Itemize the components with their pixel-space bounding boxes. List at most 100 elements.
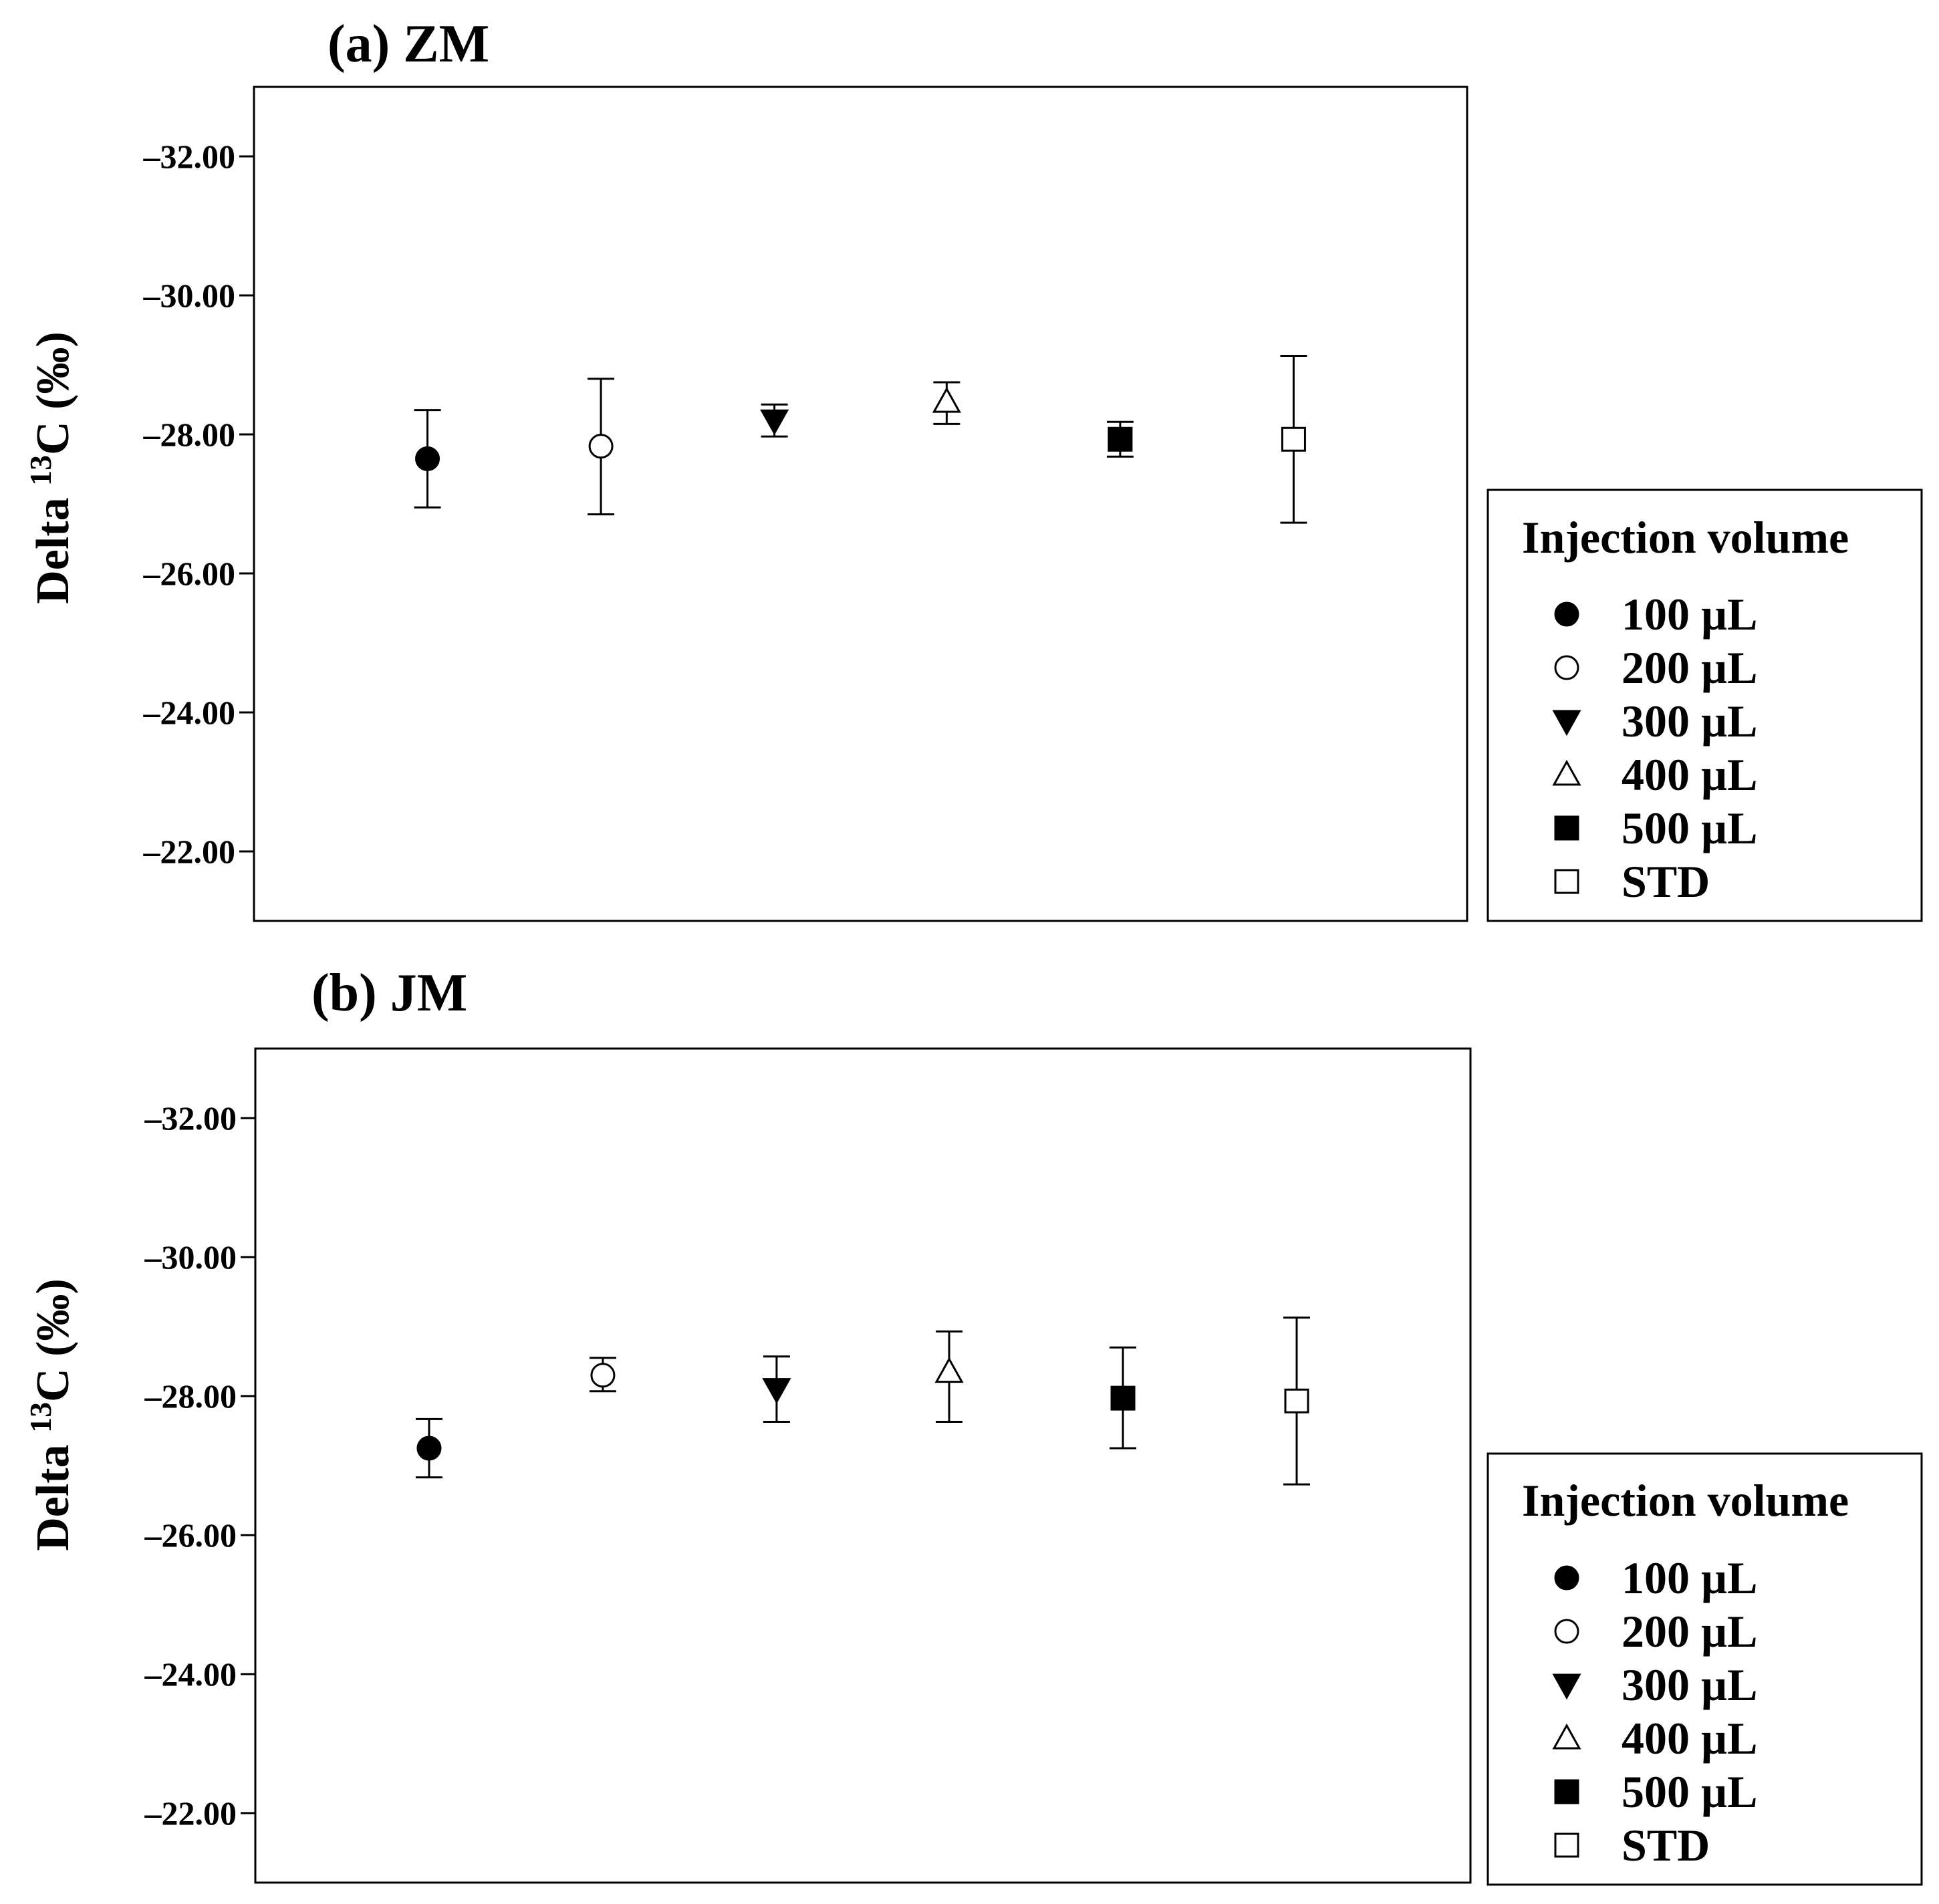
open-square-marker bbox=[1281, 426, 1306, 452]
open-triangle-up-marker bbox=[1552, 1723, 1581, 1750]
panel-b-plot-frame bbox=[254, 1047, 1472, 1884]
legend-label: STD bbox=[1622, 856, 1710, 907]
panel-a-legend-entries: 100 µL 200 µL 300 µL 400 µL 500 µL bbox=[1552, 589, 1758, 907]
panel-b-y-ticks bbox=[241, 1117, 255, 1814]
panel-b-data-points bbox=[415, 1316, 1311, 1486]
open-circle-marker bbox=[590, 1363, 616, 1388]
filled-square-marker bbox=[1554, 815, 1579, 841]
filled-circle-marker bbox=[416, 1436, 442, 1461]
filled-circle-marker bbox=[415, 446, 440, 471]
open-circle-marker bbox=[1554, 655, 1579, 680]
data-point-std bbox=[1280, 354, 1307, 524]
y-tick-label: –24.00 bbox=[144, 1655, 237, 1693]
data-point-400ul bbox=[932, 381, 961, 425]
legend-marker bbox=[1554, 601, 1579, 627]
open-triangle-up-marker bbox=[1552, 759, 1581, 786]
panel-b-y-axis-label: Delta 13C (‰) bbox=[23, 1278, 79, 1551]
y-tick-label: –26.00 bbox=[143, 555, 236, 592]
legend-entry-100ul: 100 µL bbox=[1554, 589, 1758, 640]
data-point-400ul bbox=[934, 1330, 964, 1423]
panel-b-y-tick-labels: –32.00 –30.00 –28.00 –26.00 –24.00 –22.0… bbox=[144, 1099, 237, 1832]
panel-a-legend: Injection volume 100 µL 200 µL 300 µL 40… bbox=[1486, 489, 1923, 922]
open-circle-marker bbox=[1554, 1619, 1579, 1644]
y-tick-label: –28.00 bbox=[144, 1377, 237, 1415]
legend-entry-500ul: 500 µL bbox=[1554, 1766, 1758, 1817]
open-square-marker bbox=[1554, 869, 1579, 894]
data-point-100ul bbox=[414, 409, 441, 509]
legend-entry-300ul: 300 µL bbox=[1552, 696, 1758, 746]
data-point-100ul bbox=[415, 1417, 442, 1479]
panel-b-title: (b) JM bbox=[311, 964, 467, 1023]
panel-a-y-axis-label: Delta 13C (‰) bbox=[23, 331, 79, 604]
legend-label: 300 µL bbox=[1622, 1659, 1758, 1710]
filled-circle-marker bbox=[1554, 1565, 1579, 1591]
y-tick-label: –28.00 bbox=[143, 416, 236, 453]
filled-square-marker bbox=[1110, 1385, 1136, 1411]
y-tick-label: –22.00 bbox=[144, 1794, 237, 1832]
legend-label: 400 µL bbox=[1622, 749, 1758, 800]
y-tick-label: –32.00 bbox=[143, 138, 236, 175]
legend-entry-100ul: 100 µL bbox=[1554, 1552, 1758, 1603]
panel-a-y-ticks bbox=[239, 155, 254, 853]
data-point-200ul bbox=[588, 378, 615, 516]
legend-label: 300 µL bbox=[1622, 696, 1758, 746]
y-tick-label: –30.00 bbox=[144, 1238, 237, 1276]
panel-a-title: (a) ZM bbox=[328, 15, 489, 74]
panel-a-data-points bbox=[414, 354, 1307, 524]
data-point-300ul bbox=[760, 403, 789, 438]
legend-entry-400ul: 400 µL bbox=[1552, 1713, 1758, 1764]
legend-entry-std: STD bbox=[1554, 1820, 1710, 1871]
legend-marker bbox=[1554, 1619, 1579, 1644]
legend-label: 400 µL bbox=[1622, 1713, 1758, 1764]
y-tick-label: –22.00 bbox=[143, 833, 236, 870]
legend-label: 500 µL bbox=[1622, 1766, 1758, 1817]
filled-triangle-down-marker bbox=[760, 409, 789, 436]
legend-marker bbox=[1552, 1723, 1581, 1750]
data-point-500ul bbox=[1110, 1346, 1137, 1450]
open-square-marker bbox=[1554, 1832, 1579, 1858]
legend-entry-500ul: 500 µL bbox=[1554, 803, 1758, 853]
panel-b-y-axis: Delta 13C (‰) –32.00 –30.00 –28.00 –26.0… bbox=[23, 1099, 255, 1832]
open-circle-marker bbox=[588, 434, 614, 459]
panel-a-plot-frame bbox=[253, 86, 1468, 922]
data-point-300ul bbox=[762, 1355, 791, 1423]
open-square-marker bbox=[1284, 1388, 1309, 1413]
open-triangle-up-marker bbox=[932, 387, 961, 413]
legend-entry-400ul: 400 µL bbox=[1552, 749, 1758, 800]
data-point-std bbox=[1283, 1316, 1311, 1486]
legend-marker bbox=[1554, 869, 1579, 894]
panel-b-legend-frame bbox=[1486, 1452, 1923, 1886]
y-tick-label: –24.00 bbox=[143, 694, 236, 731]
data-point-500ul bbox=[1106, 420, 1134, 458]
filled-triangle-down-marker bbox=[1552, 710, 1581, 736]
panel-b-legend-title: Injection volume bbox=[1522, 1475, 1849, 1526]
legend-marker bbox=[1554, 655, 1579, 680]
legend-entry-200ul: 200 µL bbox=[1554, 1606, 1758, 1657]
legend-marker bbox=[1552, 1673, 1581, 1700]
panel-b-legend: Injection volume 100 µL 200 µL 300 µL 40… bbox=[1486, 1452, 1923, 1886]
panel-a-legend-frame bbox=[1486, 489, 1923, 922]
y-tick-label: –32.00 bbox=[144, 1099, 237, 1137]
legend-label: 200 µL bbox=[1622, 642, 1758, 693]
legend-marker bbox=[1554, 815, 1579, 841]
legend-entry-300ul: 300 µL bbox=[1552, 1659, 1758, 1710]
open-triangle-up-marker bbox=[934, 1357, 964, 1383]
legend-marker bbox=[1552, 759, 1581, 786]
legend-entry-std: STD bbox=[1554, 856, 1710, 907]
filled-triangle-down-marker bbox=[1552, 1673, 1581, 1700]
legend-entry-200ul: 200 µL bbox=[1554, 642, 1758, 693]
filled-square-marker bbox=[1554, 1779, 1579, 1804]
panel-a-y-axis: Delta 13C (‰) –32.00 –30.00 –28.00 –26.0… bbox=[23, 138, 254, 870]
legend-marker bbox=[1554, 1565, 1579, 1591]
filled-square-marker bbox=[1108, 426, 1133, 452]
panel-b-legend-entries: 100 µL 200 µL 300 µL 400 µL 500 µL bbox=[1552, 1552, 1758, 1871]
legend-label: 200 µL bbox=[1622, 1606, 1758, 1657]
panel-b: (b) JM Delta 13C (‰) –32.00 –30.00 –28.0… bbox=[23, 964, 1923, 1886]
legend-label: 100 µL bbox=[1622, 589, 1758, 640]
filled-circle-marker bbox=[1554, 601, 1579, 627]
panel-a: (a) ZM Delta 13C (‰) –32.00 –30.00 –28.0… bbox=[23, 15, 1923, 922]
legend-marker bbox=[1554, 1832, 1579, 1858]
legend-label: 500 µL bbox=[1622, 803, 1758, 853]
y-tick-label: –26.00 bbox=[144, 1516, 237, 1554]
legend-label: STD bbox=[1622, 1820, 1710, 1871]
